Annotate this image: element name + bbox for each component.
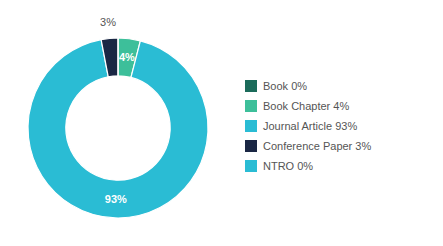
pie: [28, 38, 208, 218]
legend-item: NTRO 0%: [245, 160, 313, 172]
legend-swatch: [245, 140, 257, 152]
legend: Book 0% Book Chapter 4% Journal Article 93…: [245, 80, 371, 172]
legend-swatch: [245, 80, 257, 92]
legend-label: Conference Paper 3%: [263, 140, 371, 152]
legend-swatch: [245, 120, 257, 132]
data-labels: 4% 93% 3%: [100, 16, 135, 205]
legend-item: Book Chapter 4%: [245, 100, 349, 112]
data-label: 3%: [100, 16, 116, 28]
data-label: 4%: [119, 51, 135, 63]
legend-item: Book 0%: [245, 80, 307, 92]
legend-label: Journal Article 93%: [263, 120, 357, 132]
legend-swatch: [245, 100, 257, 112]
data-label: 93%: [105, 193, 127, 205]
legend-label: Book Chapter 4%: [263, 100, 349, 112]
legend-label: Book 0%: [263, 80, 307, 92]
legend-swatch: [245, 160, 257, 172]
legend-label: NTRO 0%: [263, 160, 313, 172]
slice: [101, 38, 118, 77]
legend-item: Journal Article 93%: [245, 120, 357, 132]
legend-item: Conference Paper 3%: [245, 140, 371, 152]
chart: 4% 93% 3% Book 0% Book Chapter 4% Journal Art…: [0, 0, 443, 246]
